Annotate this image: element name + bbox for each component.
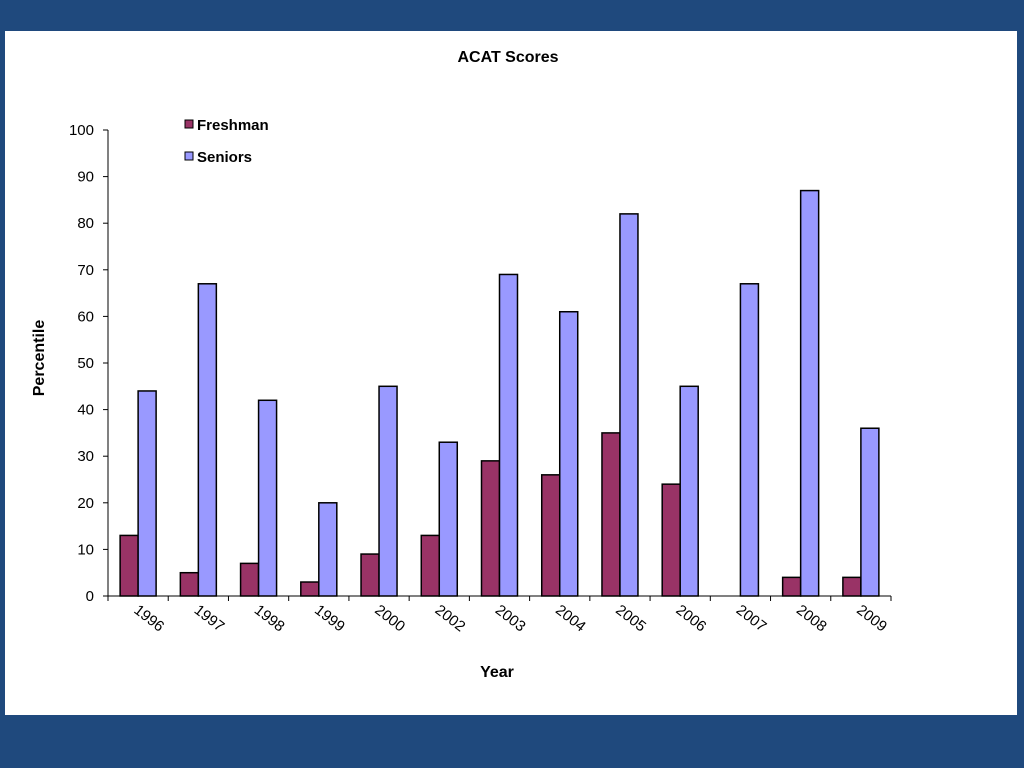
x-tick-label: 2007 <box>733 601 770 635</box>
bars <box>119 189 880 597</box>
x-tick-label: 1997 <box>191 601 228 635</box>
bar-freshman-2000 <box>360 553 380 597</box>
y-tick-label: 0 <box>86 588 94 605</box>
bar-freshman-1996 <box>119 534 139 597</box>
x-tick-label: 2009 <box>853 601 890 635</box>
bar-freshman-1998 <box>239 562 260 597</box>
bar-freshman-2003 <box>480 460 501 597</box>
x-tick-label: 2000 <box>371 601 408 635</box>
legend-swatch-seniors <box>184 151 194 161</box>
y-axis-label: Percentile <box>31 320 48 397</box>
bar-freshman-2009 <box>842 576 862 597</box>
x-tick-label: 2008 <box>793 601 830 635</box>
chart-title: ACAT Scores <box>457 49 558 66</box>
legend-swatch-freshman <box>184 119 194 129</box>
bar-seniors-2007 <box>739 283 760 597</box>
bar-freshman-2004 <box>540 474 561 597</box>
y-tick-label: 80 <box>77 215 94 232</box>
bar-seniors-2004 <box>558 310 579 597</box>
bar-seniors-2003 <box>498 273 519 597</box>
x-tick-label: 2006 <box>673 601 710 635</box>
bar-seniors-2002 <box>438 441 459 597</box>
x-tick-label: 1998 <box>251 601 288 635</box>
y-tick-label: 40 <box>77 402 94 419</box>
x-tick-label: 1996 <box>131 601 168 635</box>
y-tick-label: 90 <box>77 169 94 186</box>
y-tick-label: 10 <box>77 541 94 558</box>
bar-seniors-2008 <box>799 189 820 597</box>
x-tick-label: 2003 <box>492 601 529 635</box>
legend-label-freshman: Freshman <box>197 117 269 134</box>
y-tick-label: 60 <box>77 308 94 325</box>
x-axis-label: Year <box>480 664 514 681</box>
legend: Freshman Seniors <box>184 117 269 166</box>
bar-seniors-2000 <box>378 385 398 597</box>
y-tick-label: 70 <box>77 262 94 279</box>
x-tick-label: 2002 <box>432 601 469 635</box>
bar-seniors-1996 <box>137 390 157 597</box>
bar-seniors-2009 <box>860 427 880 597</box>
bar-seniors-1997 <box>197 283 218 597</box>
bar-freshman-2008 <box>781 576 802 597</box>
x-tick-label: 1999 <box>311 601 348 635</box>
bottom-band <box>0 715 1024 768</box>
y-tick-label: 50 <box>77 355 94 372</box>
bar-freshman-1999 <box>300 581 320 597</box>
bar-freshman-2005 <box>601 432 621 597</box>
bar-seniors-1998 <box>257 399 278 597</box>
x-tick-label: 2004 <box>552 601 589 635</box>
bar-seniors-2006 <box>679 385 699 597</box>
y-tick-label: 20 <box>77 495 94 512</box>
axes: 0 10 20 30 40 50 60 70 80 90 100 1996 1997 1998 1999 20… <box>69 122 892 635</box>
bar-freshman-2002 <box>420 534 441 597</box>
y-tick-label: 30 <box>77 448 94 465</box>
legend-label-seniors: Seniors <box>197 149 252 166</box>
bar-seniors-2005 <box>619 213 639 597</box>
x-tick-label: 2005 <box>612 601 649 635</box>
y-tick-label: 100 <box>69 122 94 139</box>
bar-freshman-2006 <box>661 483 681 597</box>
bar-freshman-1997 <box>179 571 200 597</box>
bar-seniors-1999 <box>318 502 338 597</box>
